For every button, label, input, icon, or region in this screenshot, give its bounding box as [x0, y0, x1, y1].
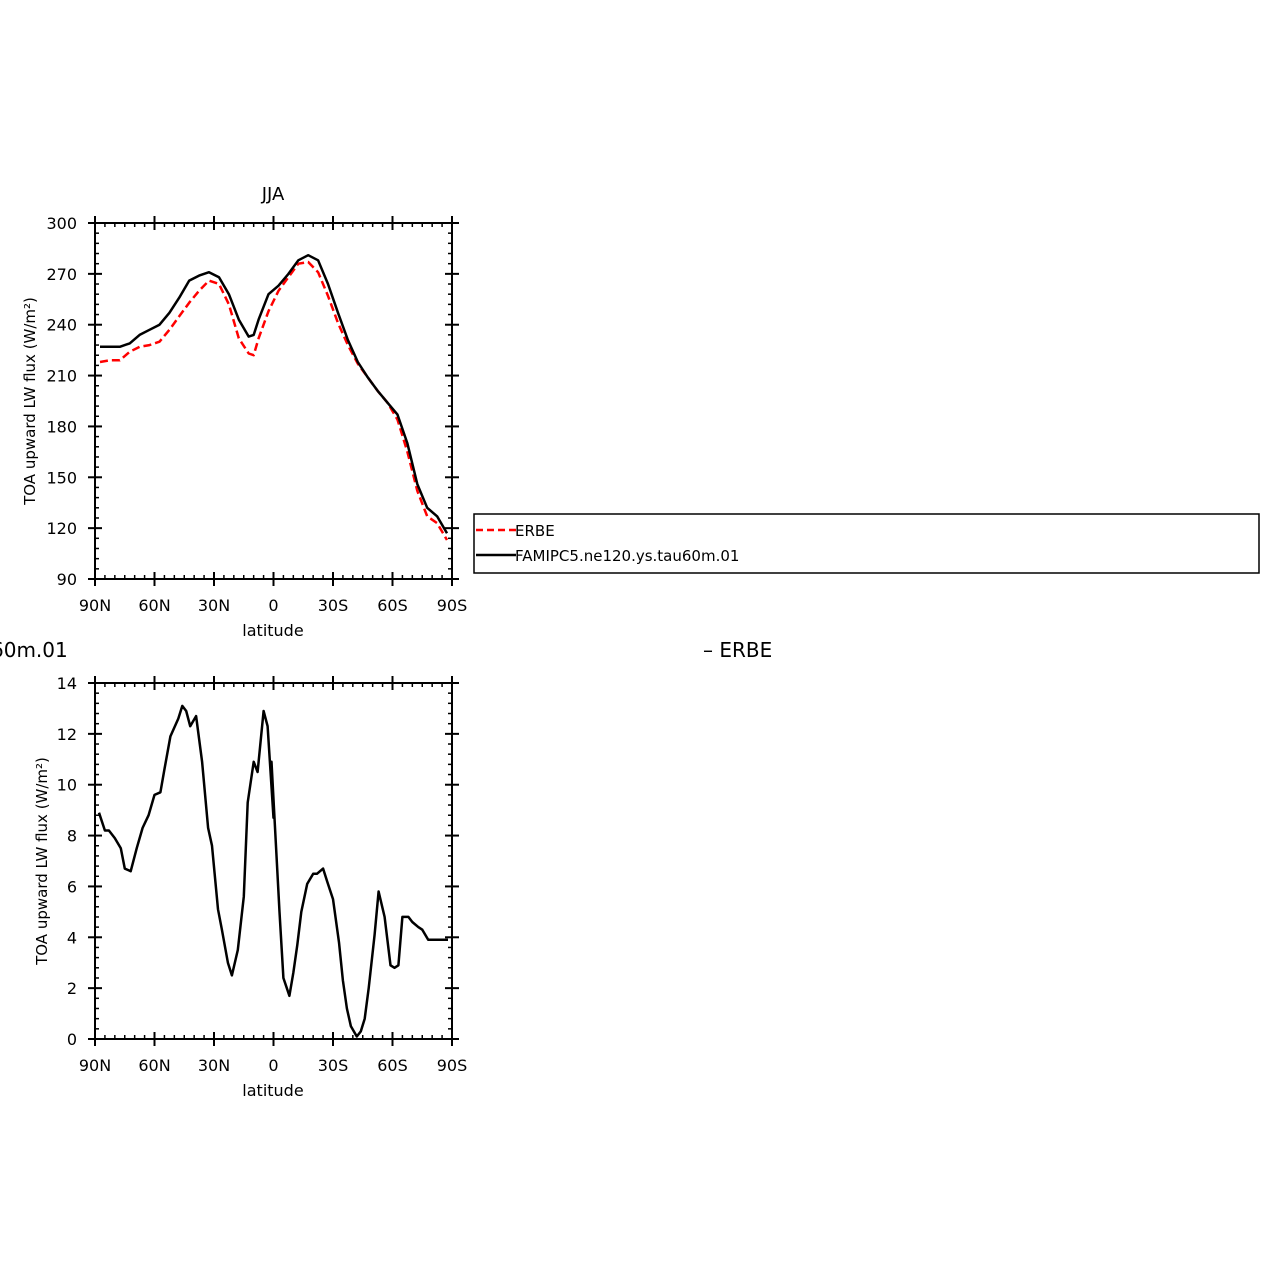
- top-y-tick-label: 240: [46, 316, 77, 335]
- bottom-chart-y-tick-labels: 0 2 4 6 8 10 12 14: [57, 674, 77, 1049]
- bottom-chart-frame: [94, 682, 453, 1040]
- top-chart-legend: ERBE FAMIPC5.ne120.ys.tau60m.01: [473, 513, 1260, 574]
- top-series-line-0: [99, 260, 449, 541]
- bottom-x-tick-label: 90N: [79, 1056, 111, 1075]
- top-chart-panel: JJA 90 120 150 180 210 240 270 300 90N 60N 30N 0 30…: [21, 184, 467, 640]
- bottom-chart-title-fragment: 60m.01: [0, 638, 68, 662]
- top-chart-frame: [94, 222, 453, 580]
- top-y-tick-label: 150: [46, 468, 77, 487]
- top-chart-y-tick-labels: 90 120 150 180 210 240 270 300: [46, 214, 77, 589]
- top-x-tick-label: 60N: [138, 596, 170, 615]
- top-x-tick-label: 60S: [377, 596, 408, 615]
- bottom-x-tick-label: 30N: [198, 1056, 230, 1075]
- top-y-tick-label: 120: [46, 519, 77, 538]
- top-x-tick-label: 30N: [198, 596, 230, 615]
- top-series-line-1: [100, 253, 449, 534]
- bottom-chart-series-group: [97, 704, 448, 1038]
- bottom-x-tick-label: 60N: [138, 1056, 170, 1075]
- legend-model-label: FAMIPC5.ne120.ys.tau60m.01: [515, 547, 739, 565]
- bottom-chart-x-tick-labels: 90N 60N 30N 0 30S 60S 90S: [79, 1056, 467, 1075]
- bottom-series-line-0: [97, 704, 448, 1038]
- top-x-tick-label: 90S: [437, 596, 468, 615]
- top-chart-xlabel: latitude: [242, 621, 303, 640]
- bottom-y-tick-label: 6: [67, 877, 77, 896]
- bottom-y-tick-label: 4: [67, 928, 77, 947]
- bottom-y-tick-label: 14: [57, 674, 77, 693]
- top-y-tick-label: 210: [46, 367, 77, 386]
- bottom-chart-ylabel: TOA upward LW flux (W/m²): [33, 757, 51, 966]
- bottom-y-tick-label: 2: [67, 979, 77, 998]
- top-chart-x-tick-labels: 90N 60N 30N 0 30S 60S 90S: [79, 596, 467, 615]
- bottom-x-tick-label: 30S: [318, 1056, 349, 1075]
- top-chart-title: JJA: [261, 184, 285, 205]
- bottom-y-tick-label: 0: [67, 1030, 77, 1049]
- bottom-chart-panel: 60m.01 – ERBE 0 2 4 6 8 10 12 14 90N 60N 30N 0 30S 6…: [0, 638, 772, 1100]
- top-x-tick-label: 30S: [318, 596, 349, 615]
- top-y-tick-label: 300: [46, 214, 77, 233]
- bottom-chart-xlabel: latitude: [242, 1081, 303, 1100]
- top-chart-ticks: [88, 216, 459, 586]
- bottom-y-tick-label: 10: [57, 776, 77, 795]
- bottom-chart-title-right: – ERBE: [703, 638, 772, 662]
- top-x-tick-label: 0: [268, 596, 278, 615]
- top-chart-ylabel: TOA upward LW flux (W/m²): [21, 297, 39, 506]
- top-chart-series-group: [99, 253, 449, 541]
- bottom-y-tick-label: 8: [67, 827, 77, 846]
- bottom-chart-ticks: [88, 676, 459, 1046]
- bottom-x-tick-label: 0: [268, 1056, 278, 1075]
- top-y-tick-label: 90: [57, 570, 77, 589]
- bottom-y-tick-label: 12: [57, 725, 77, 744]
- bottom-x-tick-label: 90S: [437, 1056, 468, 1075]
- legend-box: [473, 513, 1260, 574]
- top-y-tick-label: 270: [46, 265, 77, 284]
- legend-erbe-label: ERBE: [515, 522, 555, 540]
- top-x-tick-label: 90N: [79, 596, 111, 615]
- bottom-x-tick-label: 60S: [377, 1056, 408, 1075]
- top-y-tick-label: 180: [46, 417, 77, 436]
